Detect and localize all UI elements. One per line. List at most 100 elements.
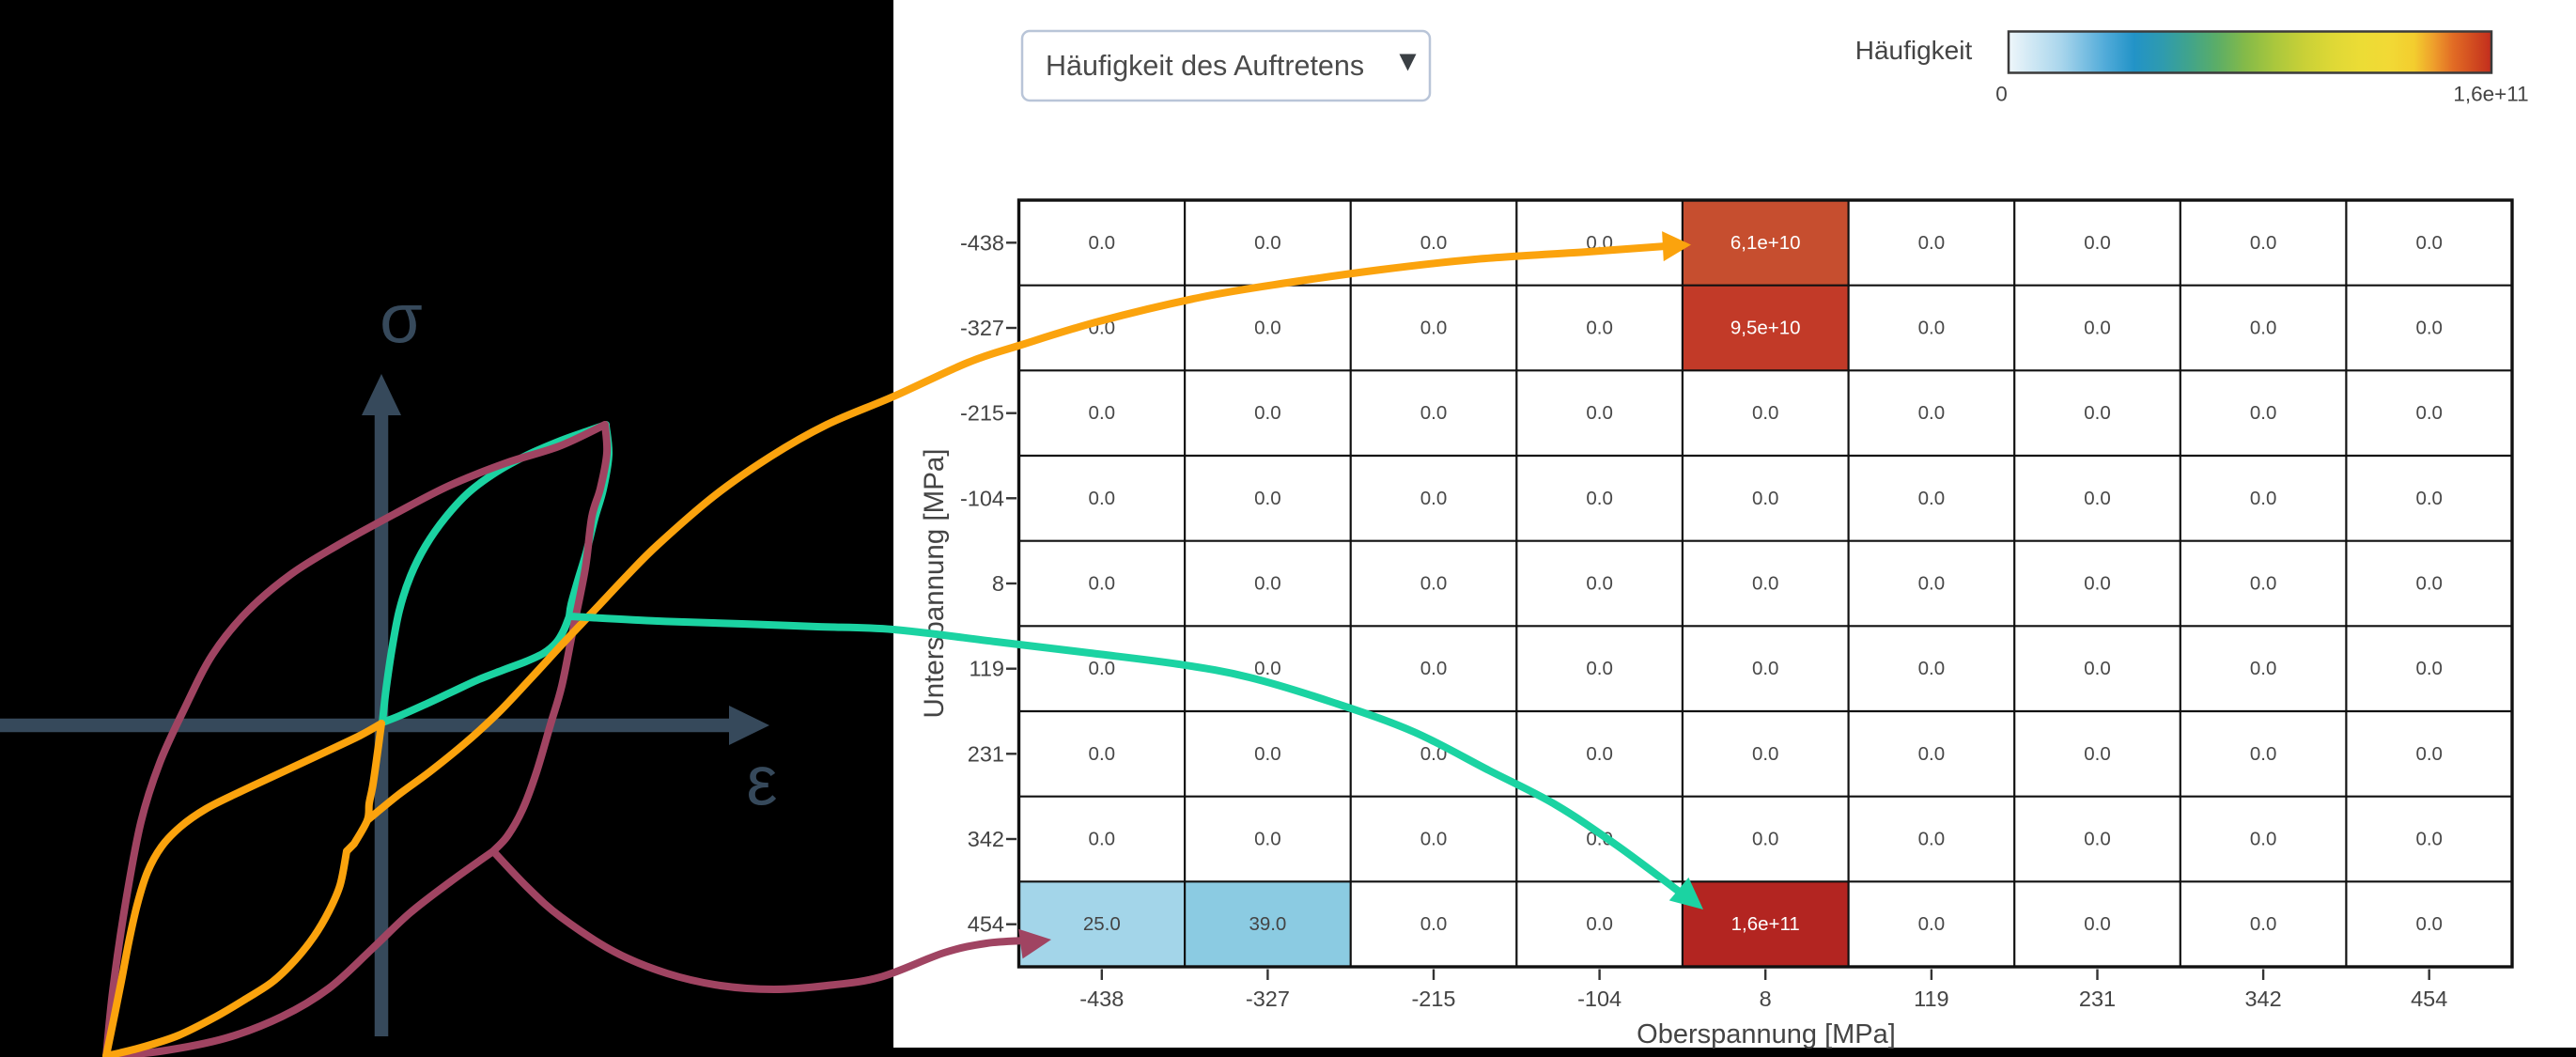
- svg-text:0.0: 0.0: [2250, 402, 2277, 424]
- svg-text:25.0: 25.0: [1083, 913, 1121, 935]
- svg-text:39.0: 39.0: [1249, 913, 1286, 935]
- svg-text:454: 454: [2411, 987, 2447, 1011]
- svg-text:0.0: 0.0: [1918, 658, 1946, 679]
- svg-text:119: 119: [970, 657, 1004, 681]
- svg-text:0.0: 0.0: [1420, 829, 1448, 850]
- svg-text:0.0: 0.0: [1752, 573, 1779, 595]
- svg-text:0.0: 0.0: [1918, 232, 1946, 254]
- svg-text:0.0: 0.0: [2084, 573, 2111, 595]
- svg-text:0.0: 0.0: [1254, 829, 1281, 850]
- svg-text:0.0: 0.0: [2250, 913, 2277, 935]
- svg-text:0.0: 0.0: [2415, 743, 2443, 765]
- svg-text:0.0: 0.0: [2084, 743, 2111, 765]
- svg-text:0.0: 0.0: [2415, 318, 2443, 339]
- svg-text:0.0: 0.0: [2415, 573, 2443, 595]
- svg-text:342: 342: [2244, 987, 2281, 1011]
- svg-text:0: 0: [1995, 83, 2008, 106]
- svg-text:0.0: 0.0: [1586, 743, 1613, 765]
- svg-text:0.0: 0.0: [1089, 232, 1116, 254]
- svg-text:0.0: 0.0: [1918, 573, 1946, 595]
- svg-text:0.0: 0.0: [1254, 232, 1281, 254]
- svg-text:0.0: 0.0: [2415, 913, 2443, 935]
- svg-text:0.0: 0.0: [1752, 743, 1779, 765]
- svg-text:0.0: 0.0: [1752, 829, 1779, 850]
- svg-text:0.0: 0.0: [1420, 913, 1448, 935]
- svg-text:0.0: 0.0: [1089, 743, 1116, 765]
- svg-text:0.0: 0.0: [1586, 488, 1613, 509]
- svg-text:0.0: 0.0: [2415, 232, 2443, 254]
- svg-text:0.0: 0.0: [2250, 318, 2277, 339]
- svg-text:Häufigkeit des Auftretens: Häufigkeit des Auftretens: [1046, 50, 1364, 82]
- svg-text:0.0: 0.0: [1254, 743, 1281, 765]
- svg-text:-438: -438: [960, 230, 1004, 255]
- svg-text:0.0: 0.0: [2415, 658, 2443, 679]
- svg-text:0.0: 0.0: [1420, 402, 1448, 424]
- svg-text:Oberspannung [MPa]: Oberspannung [MPa]: [1637, 1019, 1896, 1049]
- svg-text:-327: -327: [1246, 987, 1290, 1011]
- svg-text:Häufigkeit: Häufigkeit: [1855, 36, 1973, 65]
- svg-text:119: 119: [1914, 987, 1948, 1011]
- svg-text:0.0: 0.0: [2084, 829, 2111, 850]
- svg-text:0.0: 0.0: [2415, 402, 2443, 424]
- svg-text:0.0: 0.0: [2084, 318, 2111, 339]
- svg-text:0.0: 0.0: [2250, 488, 2277, 509]
- svg-text:231: 231: [2079, 987, 2116, 1011]
- svg-text:0.0: 0.0: [1089, 658, 1116, 679]
- svg-text:0.0: 0.0: [1586, 913, 1613, 935]
- svg-text:1,6e+11: 1,6e+11: [2453, 83, 2528, 106]
- svg-text:0.0: 0.0: [1254, 402, 1281, 424]
- svg-text:0.0: 0.0: [1918, 318, 1946, 339]
- svg-text:9,5e+10: 9,5e+10: [1730, 318, 1801, 339]
- svg-text:0.0: 0.0: [1918, 488, 1946, 509]
- svg-text:0.0: 0.0: [1089, 829, 1116, 850]
- svg-text:0.0: 0.0: [2250, 743, 2277, 765]
- svg-text:0.0: 0.0: [2415, 488, 2443, 509]
- svg-text:0.0: 0.0: [2415, 829, 2443, 850]
- svg-text:-215: -215: [960, 401, 1004, 426]
- svg-text:0.0: 0.0: [1420, 318, 1448, 339]
- svg-text:0.0: 0.0: [1254, 318, 1281, 339]
- svg-text:0.0: 0.0: [1586, 402, 1613, 424]
- svg-text:0.0: 0.0: [1420, 573, 1448, 595]
- svg-text:231: 231: [968, 741, 1004, 766]
- svg-text:0.0: 0.0: [1420, 488, 1448, 509]
- svg-text:0.0: 0.0: [2084, 658, 2111, 679]
- svg-text:-327: -327: [960, 316, 1004, 340]
- svg-text:ε: ε: [747, 742, 778, 820]
- svg-text:0.0: 0.0: [1918, 402, 1946, 424]
- svg-text:342: 342: [968, 827, 1004, 851]
- svg-text:8: 8: [1760, 987, 1772, 1011]
- svg-text:0.0: 0.0: [1420, 232, 1448, 254]
- svg-text:0.0: 0.0: [1586, 318, 1613, 339]
- svg-text:0.0: 0.0: [1254, 488, 1281, 509]
- svg-text:-215: -215: [1411, 987, 1455, 1011]
- svg-text:0.0: 0.0: [1254, 573, 1281, 595]
- svg-text:0.0: 0.0: [2084, 232, 2111, 254]
- svg-text:-104: -104: [1577, 987, 1622, 1011]
- svg-text:0.0: 0.0: [1752, 402, 1779, 424]
- svg-text:0.0: 0.0: [1752, 488, 1779, 509]
- svg-text:-438: -438: [1079, 987, 1124, 1011]
- svg-text:8: 8: [992, 571, 1004, 596]
- svg-text:0.0: 0.0: [1586, 658, 1613, 679]
- svg-text:σ: σ: [380, 280, 423, 358]
- svg-text:0.0: 0.0: [1089, 488, 1116, 509]
- svg-text:0.0: 0.0: [2084, 402, 2111, 424]
- svg-text:0.0: 0.0: [1586, 573, 1613, 595]
- svg-text:1,6e+11: 1,6e+11: [1731, 913, 1800, 935]
- svg-text:0.0: 0.0: [1420, 658, 1448, 679]
- svg-text:-104: -104: [960, 486, 1004, 510]
- svg-text:0.0: 0.0: [2250, 829, 2277, 850]
- svg-text:454: 454: [968, 912, 1004, 937]
- svg-text:0.0: 0.0: [2250, 658, 2277, 679]
- svg-text:0.0: 0.0: [2084, 913, 2111, 935]
- svg-text:0.0: 0.0: [2250, 232, 2277, 254]
- svg-text:0.0: 0.0: [2084, 488, 2111, 509]
- svg-text:0.0: 0.0: [1752, 658, 1779, 679]
- svg-text:0.0: 0.0: [1918, 829, 1946, 850]
- svg-text:0.0: 0.0: [2250, 573, 2277, 595]
- svg-text:0.0: 0.0: [1918, 743, 1946, 765]
- svg-text:0.0: 0.0: [1089, 573, 1116, 595]
- svg-text:6,1e+10: 6,1e+10: [1730, 232, 1801, 254]
- svg-text:Unterspannung [MPa]: Unterspannung [MPa]: [919, 449, 950, 719]
